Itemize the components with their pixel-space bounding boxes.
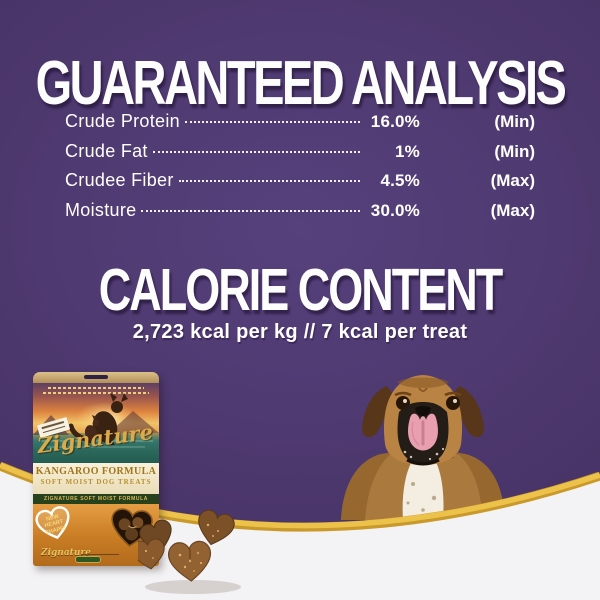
bag-footer-text-decoration [81,553,119,555]
treat-heart [198,509,235,546]
bag-footer-badge [75,556,101,563]
bag-seal [33,372,159,383]
heart-outline-icon [35,506,70,540]
analysis-value: 30.0% [370,200,420,220]
analysis-label: Crude Protein [65,111,180,131]
kangaroo-scene [33,393,159,463]
analysis-value: 1% [395,141,420,161]
analysis-value: 4.5% [380,171,420,190]
bag-label-band: KANGAROO FORMULA SOFT MOIST DOG TREATS [33,463,159,494]
analysis-label: Crudee Fiber [65,170,174,190]
treat-heart [167,540,212,582]
boxer-dog-image [341,375,505,520]
bag-formula-name: KANGAROO FORMULA [35,466,157,477]
calorie-content-title-text: CALORIE CONTENT [98,256,503,324]
analysis-label: Moisture [65,199,137,220]
treat-heart [138,538,165,570]
analysis-row: Crudee Fiber 4.5% (Max) [65,170,535,200]
bag-top-text-decoration [48,387,144,389]
bag-hang-hole [84,375,108,379]
bag-subtitle: SOFT MOIST DOG TREATS [40,478,152,486]
calorie-content-line: 2,723 kcal per kg // 7 kcal per treat [132,321,468,343]
analysis-qualifier: (Min) [494,141,535,161]
bag-top-text-decoration [43,392,149,394]
guaranteed-analysis-title: GUARANTEED ANALYSIS [0,46,600,117]
dotted-leader [141,209,360,212]
analysis-row: Crude Protein 16.0% (Min) [65,111,535,141]
analysis-row: Moisture 30.0% (Max) [65,200,535,230]
bag-scene-art: Zignature [33,383,159,463]
heart-treats-image [138,509,241,594]
guaranteed-analysis-title-text: GUARANTEED ANALYSIS [35,47,567,118]
calorie-content-title: CALORIE CONTENT [0,256,600,323]
analysis-qualifier: (Max) [490,200,535,220]
dotted-leader [184,121,360,123]
analysis-qualifier: (Max) [490,171,535,190]
bag-green-banner: ZIGNATURE SOFT MOIST FORMULA [33,494,159,504]
treat-heart [139,519,172,551]
analysis-value: 16.0% [370,112,420,131]
dotted-leader [178,180,360,182]
analysis-label: Crude Fat [65,140,148,161]
new-heart-shape-badge: NEW HEART SHAPE! [33,503,76,545]
joey-silhouette [84,415,100,441]
analysis-row: Crude Fat 1% (Min) [65,141,535,171]
bag-footer-script: Zignature [41,548,91,558]
analysis-qualifier: (Min) [494,112,535,131]
dotted-leader [152,150,360,153]
product-bag-image: Zignature KANGAROO FORMULA SOFT MOIST DO… [33,372,159,566]
analysis-table: Crude Protein 16.0% (Min) Crude Fat 1% (… [65,111,535,229]
